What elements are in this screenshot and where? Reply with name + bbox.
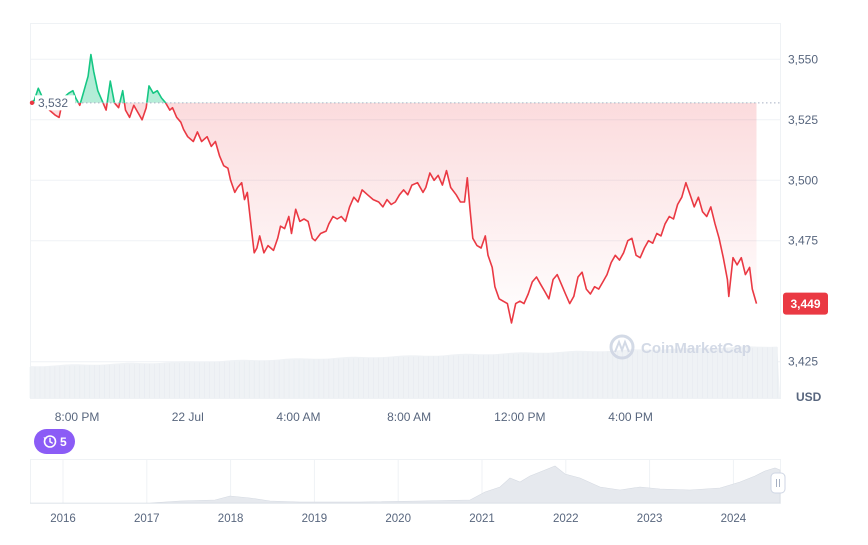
x-tick-label: 8:00 PM (55, 410, 100, 424)
x-tick-label: 4:00 PM (608, 410, 653, 424)
coinmarketcap-logo-icon (609, 334, 635, 360)
below-open-fill (45, 102, 757, 323)
navigator-year-label: 2017 (134, 513, 160, 525)
navigator-year-label: 2018 (218, 513, 244, 525)
navigator-year-label: 2021 (469, 513, 495, 525)
navigator-year-label: 2019 (302, 513, 328, 525)
navigator-history-area (30, 465, 781, 504)
volume-area (30, 346, 780, 398)
history-clock-icon (43, 435, 57, 448)
x-tick-label: 4:00 AM (276, 410, 320, 424)
plot-frame (30, 23, 781, 399)
price-line-above-open (30, 53, 167, 103)
price-line-below-open (30, 102, 758, 324)
y-tick-label: 3,425 (788, 355, 818, 369)
y-tick-label: 3,500 (788, 173, 818, 187)
history-badge-bg[interactable] (34, 429, 75, 454)
navigator-year-label: 2016 (50, 513, 76, 525)
y-tick-label: 3,550 (788, 52, 818, 66)
navigator-year-labels: 2016 2017 2018 2019 2020 2021 2022 2023 2024 (50, 513, 747, 525)
history-badge-count: 5 (60, 435, 67, 449)
x-tick-label: 12:00 PM (494, 410, 545, 424)
coinmarketcap-watermark: CoinMarketCap (609, 334, 751, 360)
last-price-tag-bg (783, 292, 828, 315)
last-price-tag: 3,449 (783, 292, 828, 315)
navigator-year-label: 2022 (553, 513, 579, 525)
open-price-label: 3,532 (38, 96, 68, 110)
y-tick-label: 3,475 (788, 234, 818, 248)
history-badge[interactable]: 5 (34, 429, 75, 454)
open-price-label-bg (35, 95, 75, 111)
open-price-marker (29, 100, 35, 106)
currency-unit: USD (796, 390, 822, 404)
x-tick-label: 22 Jul (172, 410, 204, 424)
navigator-year-label: 2024 (721, 513, 747, 525)
navigator-year-label: 2020 (385, 513, 411, 525)
x-tick-label: 8:00 AM (387, 410, 431, 424)
volume-bars (29, 347, 778, 398)
y-tick-label: 3,525 (788, 113, 818, 127)
watermark-text: CoinMarketCap (641, 340, 751, 357)
y-axis: 3,550 3,525 3,500 3,475 3,425 (788, 52, 818, 368)
x-axis: 8:00 PM 22 Jul 4:00 AM 8:00 AM 12:00 PM 4:00 … (55, 410, 653, 424)
last-price-label: 3,449 (790, 297, 820, 311)
navigator-year-label: 2023 (637, 513, 663, 525)
range-navigator[interactable]: 2016 2017 2018 2019 2020 2021 2022 2023 2024 (30, 459, 786, 526)
navigator-handle[interactable] (770, 472, 786, 494)
